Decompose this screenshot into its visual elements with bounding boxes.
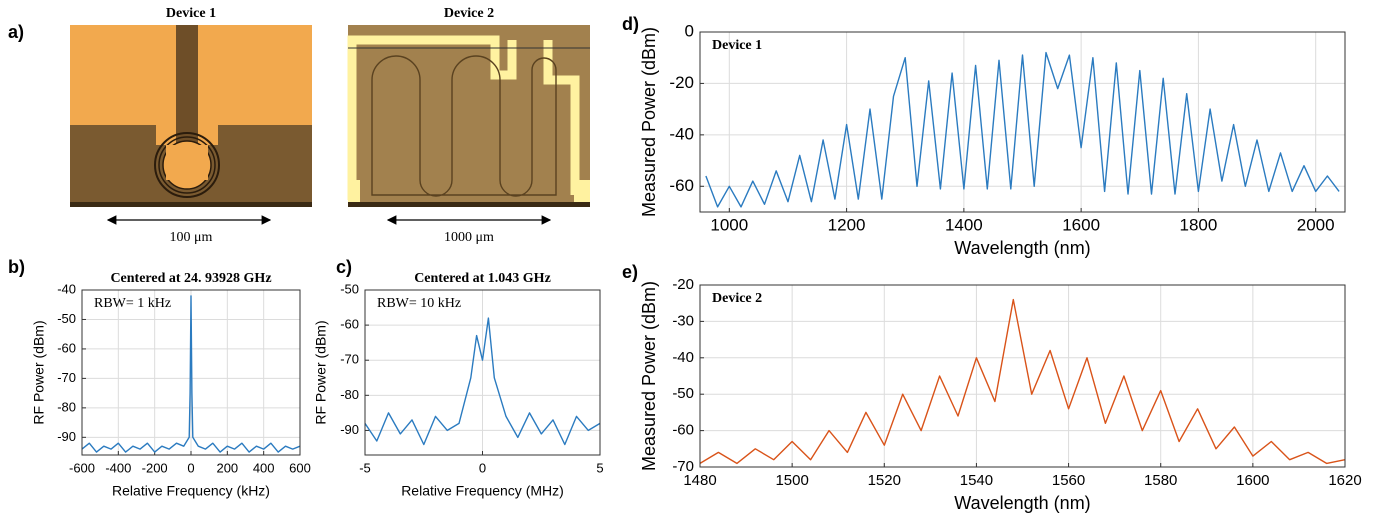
panel-label: a) (8, 22, 24, 42)
x-tick-label: 400 (253, 460, 275, 475)
x-tick-label: 1520 (868, 472, 901, 489)
x-tick-label: 1620 (1328, 472, 1361, 489)
y-tick-label: -70 (672, 458, 694, 475)
spectrum-line (705, 51, 1340, 208)
x-tick-label: 1800 (1179, 215, 1217, 234)
panel-label: c) (336, 257, 352, 277)
y-axis-label: Measured Power (dBm) (639, 281, 659, 471)
y-tick-label: -60 (340, 317, 359, 332)
x-tick-label: -600 (69, 460, 95, 475)
y-tick-label: -20 (672, 276, 694, 293)
x-axis-label: Relative Frequency (kHz) (112, 483, 270, 499)
scale-label: 1000 μm (444, 230, 494, 245)
spectrum-line (364, 317, 601, 446)
y-tick-label: -60 (672, 422, 694, 439)
x-tick-label: 0 (187, 460, 194, 475)
image-title: Device 1 (166, 6, 216, 21)
y-tick-label: -50 (672, 385, 694, 402)
y-tick-label: -50 (57, 311, 76, 326)
x-tick-label: 0 (479, 460, 486, 475)
y-tick-label: -90 (57, 429, 76, 444)
plot-frame (699, 284, 1346, 468)
panel-label: d) (622, 14, 639, 34)
panel-label: b) (8, 257, 25, 277)
annotation: Device 2 (712, 291, 762, 306)
x-tick-label: 2000 (1297, 215, 1335, 234)
x-tick-label: -400 (105, 460, 131, 475)
y-tick-label: -60 (669, 176, 694, 195)
y-axis-label: RF Power (dBm) (31, 320, 47, 424)
x-tick-label: 1580 (1144, 472, 1177, 489)
y-tick-label: -40 (672, 349, 694, 366)
plot-frame (699, 31, 1346, 213)
x-tick-label: 5 (596, 460, 603, 475)
annotation: Device 1 (712, 38, 762, 53)
plot-frame (364, 289, 601, 456)
plot-frame (81, 289, 301, 456)
chart-title: Centered at 24. 93928 GHz (110, 271, 271, 286)
micrograph (347, 25, 590, 207)
x-axis-label: Wavelength (nm) (954, 238, 1090, 258)
y-tick-label: -40 (57, 281, 76, 296)
y-tick-label: -40 (669, 124, 694, 143)
micrograph (70, 25, 312, 207)
x-tick-label: 1400 (945, 215, 983, 234)
y-tick-label: -50 (340, 281, 359, 296)
scale-label: 100 μm (170, 230, 213, 245)
annotation: RBW= 10 kHz (377, 296, 461, 311)
chart-title: Centered at 1.043 GHz (414, 271, 551, 286)
x-tick-label: 1600 (1062, 215, 1100, 234)
y-tick-label: -20 (669, 73, 694, 92)
y-tick-label: 0 (685, 21, 694, 40)
x-tick-label: 600 (289, 460, 311, 475)
y-axis-label: Measured Power (dBm) (639, 27, 659, 217)
x-tick-label: 1500 (775, 472, 808, 489)
y-tick-label: -80 (340, 387, 359, 402)
x-tick-label: 1540 (960, 472, 993, 489)
image-title: Device 2 (444, 6, 494, 21)
x-tick-label: 1200 (828, 215, 866, 234)
x-tick-label: 1480 (683, 472, 716, 489)
y-axis-label: RF Power (dBm) (313, 320, 329, 424)
x-tick-label: 1000 (710, 215, 748, 234)
y-tick-label: -90 (340, 422, 359, 437)
spectrum-line (699, 298, 1346, 465)
x-tick-label: 200 (216, 460, 238, 475)
x-axis-label: Wavelength (nm) (954, 493, 1090, 513)
panel-label: e) (622, 262, 638, 282)
annotation: RBW= 1 kHz (94, 296, 171, 311)
plot-area (700, 285, 1345, 467)
y-tick-label: -80 (57, 399, 76, 414)
x-tick-label: 1560 (1052, 472, 1085, 489)
x-tick-label: -5 (359, 460, 371, 475)
x-tick-label: 1600 (1236, 472, 1269, 489)
y-tick-label: -70 (340, 352, 359, 367)
y-tick-label: -70 (57, 370, 76, 385)
y-tick-label: -60 (57, 340, 76, 355)
x-tick-label: -200 (142, 460, 168, 475)
y-tick-label: -30 (672, 312, 694, 329)
spectrum-line (81, 295, 301, 453)
x-axis-label: Relative Frequency (MHz) (401, 483, 564, 499)
